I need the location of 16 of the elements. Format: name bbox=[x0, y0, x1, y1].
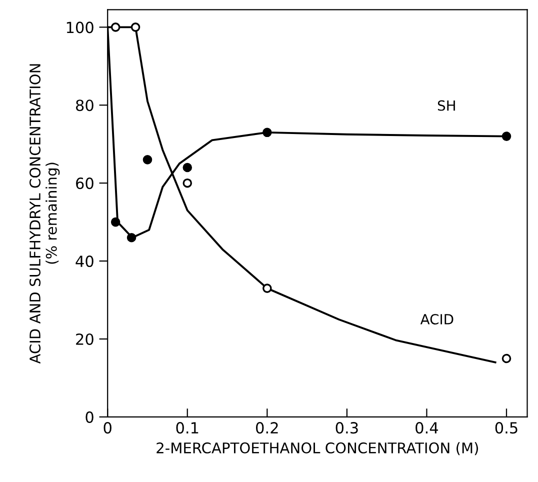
x-tick-label: 0.5 bbox=[495, 422, 518, 434]
x-axis-title: 2-MERCAPTOETHANOL CONCENTRATION (M) bbox=[156, 442, 478, 456]
x-tick-label: 0.2 bbox=[256, 422, 278, 434]
x-tick-label: 0.1 bbox=[176, 422, 198, 434]
x-tick-label: 0.3 bbox=[336, 422, 358, 434]
y-axis-title: ACID AND SULFHYDRYL CONCENTRATION (% remaining) bbox=[30, 64, 60, 364]
y-tick-label: 80 bbox=[76, 100, 94, 112]
y-tick-label: 40 bbox=[76, 255, 94, 268]
x-tick-label: 0.4 bbox=[416, 422, 438, 434]
y-tick-label: 100 bbox=[66, 22, 94, 34]
series-label: ACID bbox=[420, 314, 454, 324]
series-label: SH bbox=[438, 100, 455, 111]
y-tick-label: 0 bbox=[86, 411, 94, 423]
x-tick-label: 0 bbox=[104, 422, 112, 434]
y-tick-label: 20 bbox=[76, 333, 94, 345]
y-tick-label: 60 bbox=[76, 178, 94, 190]
